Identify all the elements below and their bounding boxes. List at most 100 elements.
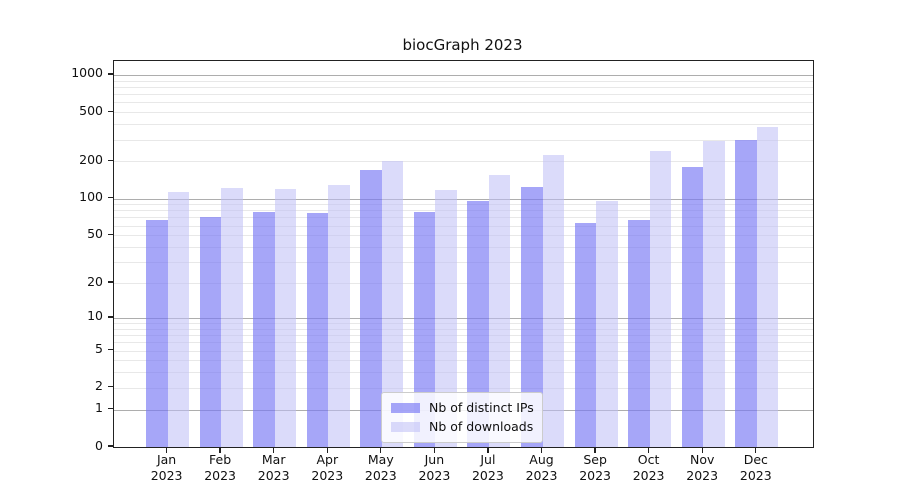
bar-downloads-nov (703, 141, 725, 447)
y-tick-5 (108, 348, 113, 351)
bar-distinct-ips-sep (574, 223, 597, 447)
x-tick-label-may: May 2023 (364, 452, 397, 483)
y-tick-100 (108, 196, 113, 199)
bar-distinct-ips-mar (253, 211, 275, 447)
gridline-minor-60 (114, 225, 813, 227)
gridline-minor-40 (114, 247, 813, 248)
gridline-major-100 (114, 198, 813, 200)
gridline-minor-90 (114, 204, 813, 206)
y-tick-1 (108, 408, 113, 410)
y-tick-label-200: 200 (79, 151, 103, 167)
x-tick-label-dec: Dec 2023 (739, 452, 772, 483)
gridline-minor-8 (114, 328, 813, 330)
x-tick-aug (540, 447, 543, 453)
y-tick-label-500: 500 (79, 102, 103, 118)
gridline-minor-400 (114, 124, 813, 126)
legend-box: Nb of distinct IPs Nb of downloads (381, 392, 543, 443)
x-tick-nov (701, 447, 703, 453)
y-tick-200 (108, 159, 113, 162)
gridline-minor-20 (114, 283, 813, 284)
gridline-minor-700 (114, 94, 813, 96)
gridline-major-1000 (114, 74, 813, 76)
x-tick-label-sep: Sep 2023 (579, 452, 611, 483)
x-tick-label-jun: Jun 2023 (418, 452, 451, 483)
x-tick-mar (273, 447, 275, 453)
y-tick-50 (108, 233, 113, 235)
legend-label-downloads: Nb of downloads (429, 419, 534, 434)
x-tick-label-nov: Nov 2023 (686, 452, 719, 483)
bar-distinct-ips-aug (521, 187, 543, 447)
bar-distinct-ips-jan (146, 219, 168, 447)
x-tick-may (380, 447, 382, 453)
y-tick-label-1000: 1000 (71, 65, 103, 81)
y-tick-20 (108, 281, 113, 283)
gridline-minor-200 (114, 161, 813, 163)
plot-area (113, 60, 814, 448)
bar-distinct-ips-nov (681, 166, 704, 447)
x-tick-label-feb: Feb 2023 (204, 452, 236, 483)
legend-item-downloads: Nb of downloads (391, 417, 533, 436)
x-tick-feb (219, 447, 221, 453)
y-tick-1000 (108, 73, 113, 75)
gridline-minor-50 (114, 235, 813, 237)
x-tick-jun (433, 447, 436, 453)
legend-item-distinct-ips: Nb of distinct IPs (391, 398, 534, 417)
gridline-minor-300 (114, 139, 813, 141)
x-tick-label-oct: Oct 2023 (632, 452, 665, 483)
x-tick-sep (594, 447, 596, 453)
bar-distinct-ips-feb (199, 216, 222, 447)
x-tick-label-aug: Aug 2023 (525, 452, 558, 483)
gridline-minor-600 (114, 102, 813, 104)
bar-downloads-sep (596, 200, 618, 447)
gridline-minor-7 (114, 335, 813, 336)
x-tick-dec (755, 447, 757, 453)
y-tick-label-10: 10 (87, 308, 103, 324)
bar-distinct-ips-jul (467, 200, 489, 447)
x-tick-jan (165, 447, 168, 453)
bar-downloads-apr (328, 185, 350, 447)
gridline-minor-80 (114, 210, 813, 212)
bar-distinct-ips-oct (628, 219, 650, 447)
legend-swatch-downloads (391, 421, 420, 432)
bar-distinct-ips-apr (306, 213, 329, 447)
y-tick-label-1: 1 (95, 400, 103, 416)
gridline-minor-6 (114, 342, 813, 344)
gridline-minor-30 (114, 262, 813, 264)
gridline-minor-800 (114, 86, 813, 88)
gridline-minor-500 (114, 112, 813, 114)
y-tick-label-50: 50 (87, 225, 103, 241)
bar-downloads-jan (167, 192, 190, 447)
bar-downloads-jul (488, 175, 511, 447)
bar-downloads-dec (756, 126, 779, 447)
x-tick-label-apr: Apr 2023 (311, 452, 344, 483)
x-tick-label-mar: Mar 2023 (257, 452, 290, 483)
chart-title: biocGraph 2023 (402, 36, 523, 54)
y-tick-500 (108, 110, 113, 112)
gridline-minor-3 (114, 372, 813, 374)
legend-label-distinct-ips: Nb of distinct IPs (429, 400, 534, 415)
gridline-minor-70 (114, 217, 813, 219)
gridline-minor-9 (114, 323, 813, 324)
bar-downloads-oct (649, 151, 672, 447)
gridline-minor-900 (114, 80, 813, 82)
bar-distinct-ips-jun (413, 212, 436, 447)
y-tick-label-5: 5 (95, 341, 103, 356)
y-tick-label-2: 2 (95, 378, 103, 394)
bar-downloads-jun (435, 190, 457, 447)
legend-swatch-distinct-ips (391, 402, 420, 413)
gridline-minor-5 (114, 350, 813, 352)
y-tick-2 (108, 386, 113, 388)
bar-downloads-mar (274, 188, 297, 447)
bar-distinct-ips-dec (735, 139, 757, 447)
x-tick-jul (487, 447, 489, 453)
y-tick-10 (108, 316, 113, 318)
gridline-major-10 (114, 317, 813, 319)
bar-downloads-feb (221, 188, 243, 447)
y-tick-label-20: 20 (87, 273, 103, 289)
y-tick-label-100: 100 (79, 189, 103, 204)
x-tick-label-jan: Jan 2023 (150, 452, 183, 483)
gridline-minor-4 (114, 360, 813, 362)
x-tick-apr (326, 447, 328, 453)
x-tick-oct (647, 447, 650, 453)
